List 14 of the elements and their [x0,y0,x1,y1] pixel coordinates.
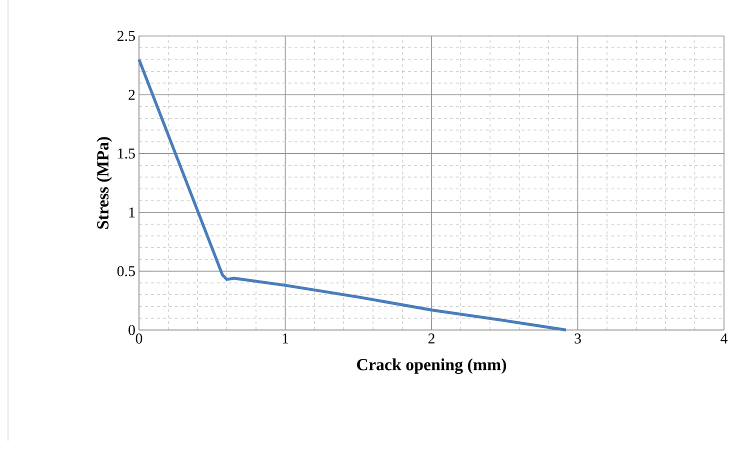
y-tick-label: 1.5 [118,148,135,159]
x-tick-label: 2 [428,334,434,344]
y-tick-label: 2 [128,90,135,100]
x-tick-label: 0 [136,334,142,344]
x-axis-title: Crack opening (mm) [357,358,506,374]
x-tick-label: 4 [720,334,728,344]
x-tick-label: 3 [574,334,581,344]
line-series [138,58,568,332]
x-tick-label: 1 [282,334,288,344]
y-tick-label: 0.5 [117,266,135,276]
y-tick-label: 1 [129,207,135,218]
y-tick-label: 2.5 [117,30,135,42]
y-tick-label: 0 [128,324,135,336]
y-axis-title: Stress (MPa) [96,137,112,229]
